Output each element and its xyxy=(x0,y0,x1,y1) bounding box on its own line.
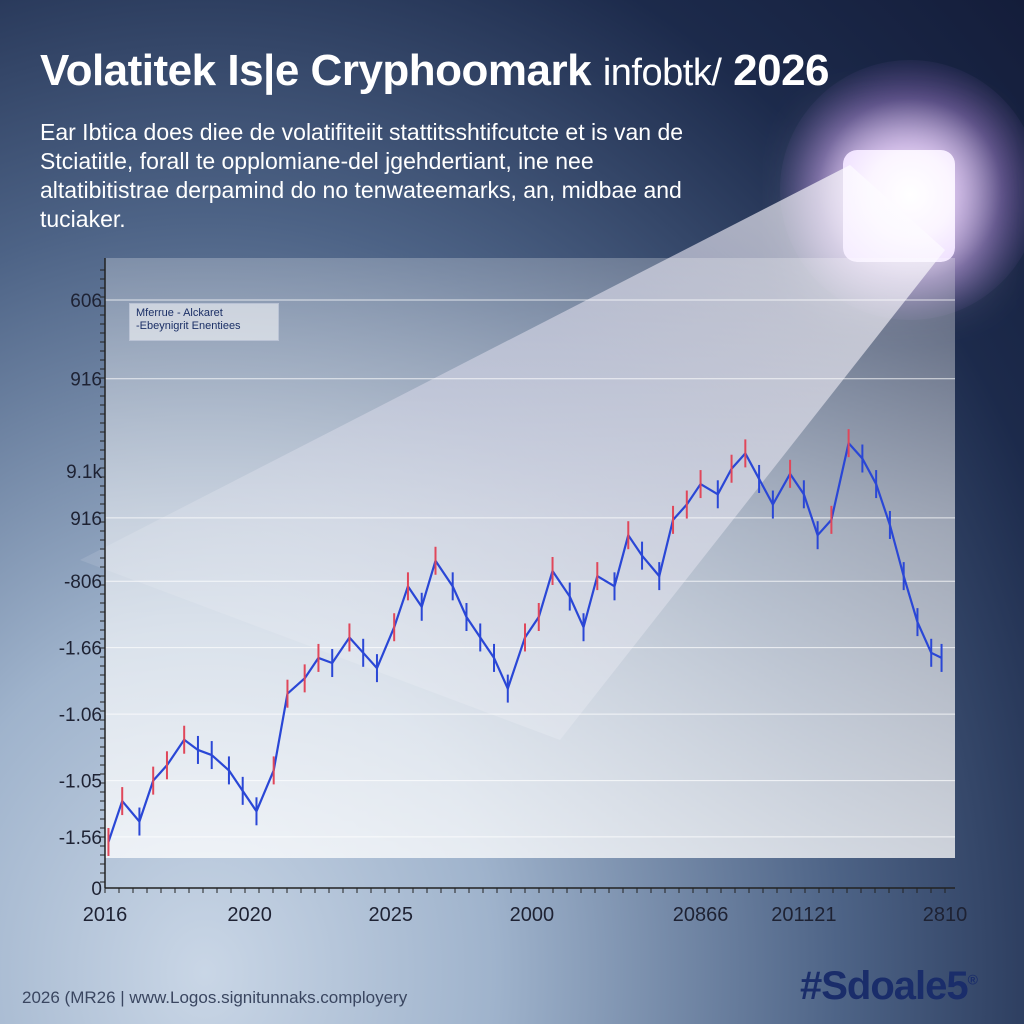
brand-logo: #Sdoale5® xyxy=(800,964,978,1009)
axes xyxy=(100,258,955,893)
plot-area-background xyxy=(105,258,955,858)
y-tick-label-2: -1.05 xyxy=(59,772,102,793)
brand-mark: ® xyxy=(967,971,978,988)
y-tick-label-5: -806 xyxy=(64,572,102,593)
chart-title: Volatitek Is|e Cryphoomark infobtk/ 2026 xyxy=(40,46,830,96)
title-suffix-b: 2026 xyxy=(733,46,830,95)
y-tick-label-9: 606 xyxy=(70,291,102,312)
price-series xyxy=(107,429,943,856)
y-tick-label-1: -1.56 xyxy=(59,828,102,849)
y-tick-label-8: 916 xyxy=(70,370,102,391)
gridlines xyxy=(105,299,955,838)
x-tick-labels: 2016 2020 2025 2000 20866 201121 2810 xyxy=(83,904,968,926)
legend-entry-1: Mferrue - Alckaret xyxy=(136,307,223,319)
y-tick-label-6: 916 xyxy=(70,509,102,530)
title-suffix-a: infobtk/ xyxy=(602,52,722,94)
x-tick-label-6: 2810 xyxy=(923,904,968,926)
x-tick-label-4: 20866 xyxy=(673,904,729,926)
chart-legend: Mferrue - Alckaret -Ebeynigrit Enentiees xyxy=(129,303,279,341)
y-tick-label-4: -1.66 xyxy=(59,639,102,660)
y-tick-label-3: -1.06 xyxy=(59,705,102,726)
brand-name: #Sdoale5 xyxy=(800,964,969,1008)
y-tick-labels: 0 -1.56 -1.05 -1.06 -1.66 -806 916 9.1k 916 606 xyxy=(59,291,103,900)
x-tick-label-3: 2000 xyxy=(510,904,555,926)
legend-entry-2: -Ebeynigrit Enentiees xyxy=(136,320,241,332)
title-main: Volatitek Is|e Cryphoomark xyxy=(40,46,592,95)
x-tick-label-0: 2016 xyxy=(83,904,128,926)
chart-subtitle: Ear Ibtica does diee de volatifiteiit st… xyxy=(40,119,684,232)
x-tick-label-2: 2025 xyxy=(368,904,413,926)
x-tick-label-5: 201121 xyxy=(771,904,836,926)
footer-credits: 2026 (MR26 | www.Logos.signitunnaks.comp… xyxy=(22,988,408,1007)
series-line xyxy=(107,442,943,843)
y-tick-label-7: 9.1k xyxy=(66,462,102,483)
y-tick-label-0: 0 xyxy=(91,879,102,900)
x-tick-label-1: 2020 xyxy=(227,904,272,926)
